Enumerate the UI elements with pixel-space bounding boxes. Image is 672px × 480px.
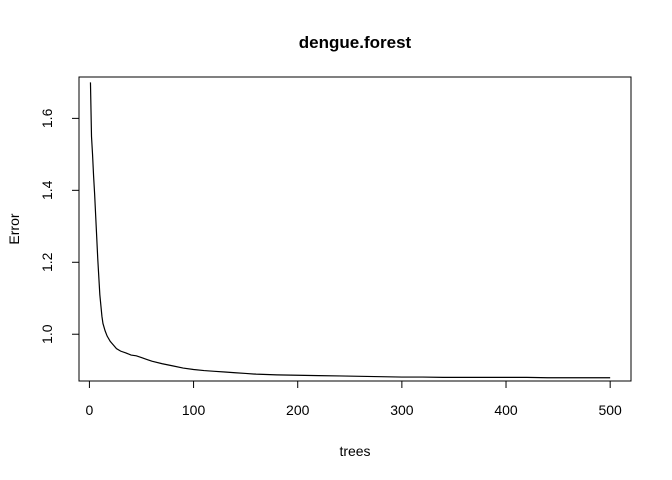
x-tick-label: 400 <box>494 402 518 418</box>
x-axis: 0 100 200 300 400 500 <box>86 380 622 418</box>
x-tick-label: 0 <box>86 402 94 418</box>
chart-title: dengue.forest <box>299 33 412 52</box>
x-tick-label: 300 <box>390 402 414 418</box>
y-axis-label: Error <box>6 213 22 244</box>
y-tick-label: 1.0 <box>39 324 55 344</box>
y-tick-label: 1.2 <box>39 252 55 272</box>
x-tick-label: 100 <box>182 402 206 418</box>
y-tick-label: 1.6 <box>39 108 55 128</box>
x-tick-label: 200 <box>286 402 310 418</box>
x-axis-label: trees <box>339 443 370 459</box>
plot-frame <box>78 76 632 382</box>
x-tick-label: 500 <box>598 402 622 418</box>
y-tick-label: 1.4 <box>39 180 55 200</box>
y-axis: 1.0 1.2 1.4 1.6 <box>39 108 80 344</box>
error-series-line <box>89 82 611 379</box>
